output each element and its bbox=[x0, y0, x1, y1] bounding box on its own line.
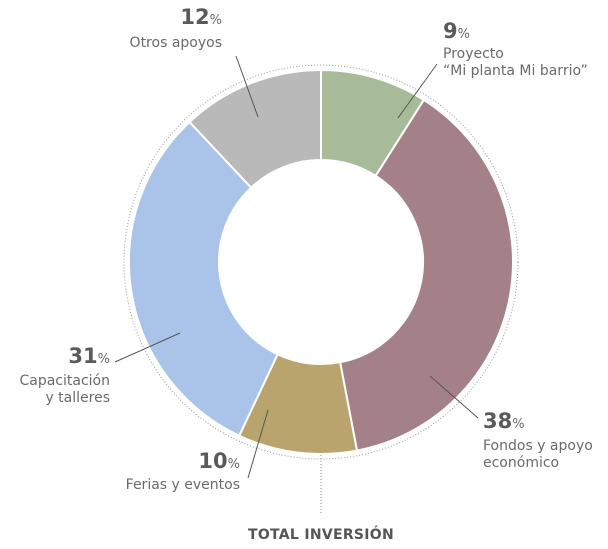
category-line: Fondos y apoyo bbox=[483, 438, 593, 454]
category-label: Ferias y eventos bbox=[126, 477, 240, 493]
value-unit: % bbox=[228, 457, 240, 472]
value-number: 10 bbox=[198, 449, 227, 473]
labels: 9% Proyecto “Mi planta Mi barrio” 38% Fondos… bbox=[19, 5, 592, 493]
value-label: 31% bbox=[68, 344, 110, 368]
value-number: 12 bbox=[180, 5, 209, 29]
category-label: Proyecto “Mi planta Mi barrio” bbox=[443, 46, 588, 79]
donut-segment bbox=[338, 98, 514, 452]
value-label: 12% bbox=[180, 5, 222, 29]
category-label: Fondos y apoyo económico bbox=[483, 438, 593, 471]
value-number: 38 bbox=[483, 409, 512, 433]
category-line: Capacitación bbox=[19, 373, 110, 389]
leader-line bbox=[114, 332, 181, 363]
value-unit: % bbox=[210, 13, 222, 28]
leader-line bbox=[397, 63, 438, 119]
value-unit: % bbox=[458, 27, 470, 42]
category-line: y talleres bbox=[45, 390, 110, 406]
leader-line bbox=[247, 409, 269, 479]
value-label: 9% bbox=[443, 19, 470, 43]
category-label: Otros apoyos bbox=[130, 35, 222, 51]
donut-segment bbox=[128, 120, 279, 438]
donut-segment bbox=[188, 68, 322, 190]
category-line: Proyecto bbox=[443, 46, 504, 62]
value-label: 38% bbox=[483, 409, 525, 433]
value-label: 10% bbox=[198, 449, 240, 473]
value-unit: % bbox=[512, 417, 524, 432]
donut bbox=[128, 68, 514, 455]
category-line: Otros apoyos bbox=[130, 35, 222, 51]
value-unit: % bbox=[98, 352, 110, 367]
category-line: económico bbox=[483, 455, 559, 471]
subtitle: TOTAL INVERSIÓN bbox=[248, 525, 394, 543]
leader-line bbox=[429, 375, 479, 419]
value-number: 9 bbox=[443, 19, 458, 43]
value-number: 31 bbox=[68, 344, 97, 368]
category-label: Capacitación y talleres bbox=[19, 373, 110, 406]
leader-line bbox=[235, 55, 259, 118]
category-line: “Mi planta Mi barrio” bbox=[443, 63, 588, 79]
category-line: Ferias y eventos bbox=[126, 477, 240, 493]
